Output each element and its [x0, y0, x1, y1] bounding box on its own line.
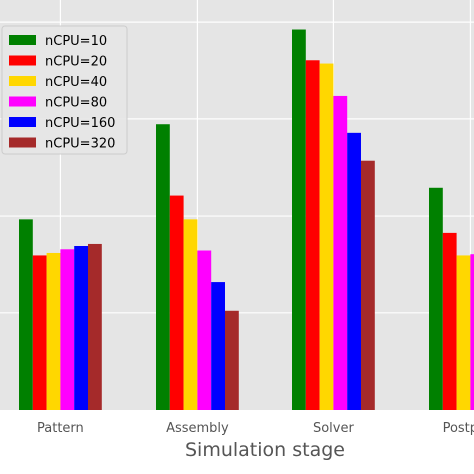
bar-pattern-ncpu160: [74, 246, 88, 410]
bar-assembly-ncpu40: [183, 219, 198, 410]
bar-assembly-ncpu320: [225, 310, 239, 410]
bar-solver-ncpu160: [347, 132, 361, 410]
bar-pattern-ncpu80: [60, 249, 75, 410]
legend-swatch: [9, 76, 36, 86]
legend-label: nCPU=160: [45, 116, 115, 131]
legend-swatch: [9, 117, 36, 127]
bar-assembly-ncpu10: [156, 124, 170, 410]
bar-solver-ncpu80: [333, 95, 348, 410]
bar-pattern-ncpu40: [46, 252, 61, 410]
legend-label: nCPU=40: [45, 75, 107, 90]
bar-pattern-ncpu320: [88, 243, 102, 410]
legend: nCPU=10 nCPU=20 nCPU=40 nCPU=80 nCPU=160 nCPU…: [1, 25, 128, 155]
legend-label: nCPU=20: [45, 55, 107, 70]
bar-postproc-ncpu80: [470, 254, 474, 410]
bar-assembly-ncpu160: [211, 282, 225, 410]
legend-label: nCPU=80: [45, 96, 107, 111]
bar-solver-ncpu10: [292, 29, 306, 411]
x-tick-label: Pattern: [37, 421, 84, 436]
bar-pattern-ncpu10: [19, 219, 33, 410]
bar-assembly-ncpu80: [197, 250, 212, 410]
x-tick-labels: Pattern Assembly Solver Postproc: [37, 421, 474, 436]
bar-assembly-ncpu20: [169, 195, 184, 410]
legend-label: nCPU=10: [45, 34, 107, 49]
legend-swatch: [9, 96, 36, 107]
x-tick-label: Solver: [313, 421, 355, 436]
bar-solver-ncpu40: [319, 63, 334, 411]
legend-swatch: [9, 35, 36, 45]
bar-solver-ncpu20: [305, 60, 320, 411]
bar-pattern-ncpu20: [32, 255, 47, 410]
bar-solver-ncpu320: [361, 160, 375, 410]
bar-postproc-ncpu20: [442, 232, 457, 410]
legend-swatch: [9, 137, 36, 148]
x-tick-label: Postproc: [443, 421, 474, 436]
x-tick-label: Assembly: [166, 421, 229, 436]
legend-label: nCPU=320: [45, 137, 115, 152]
bars-group: [19, 29, 474, 411]
bar-postproc-ncpu10: [429, 187, 443, 410]
x-axis-label: Simulation stage: [185, 439, 345, 461]
legend-swatch: [9, 55, 36, 66]
bar-postproc-ncpu40: [456, 255, 471, 410]
